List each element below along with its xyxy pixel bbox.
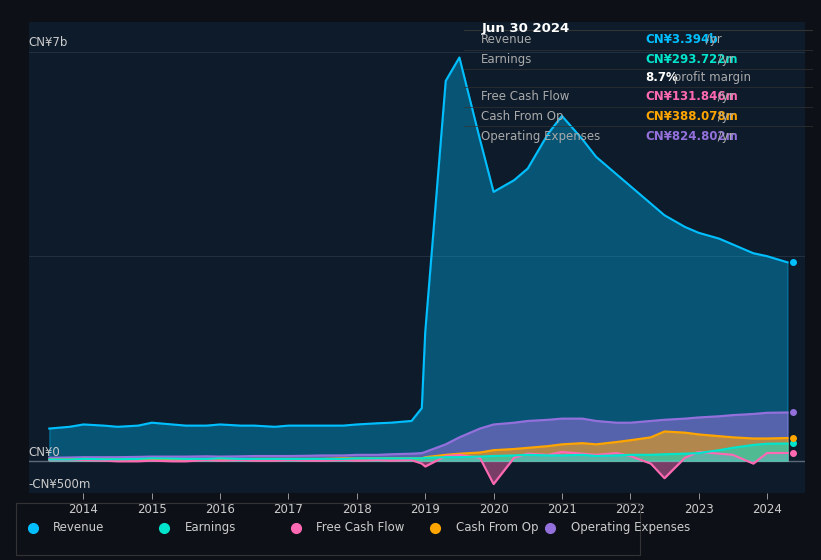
Text: Operating Expenses: Operating Expenses (571, 521, 690, 534)
Text: Cash From Op: Cash From Op (456, 521, 538, 534)
Text: /yr: /yr (714, 110, 734, 123)
Text: CN¥388.078m: CN¥388.078m (645, 110, 738, 123)
Text: Revenue: Revenue (53, 521, 105, 534)
Text: Revenue: Revenue (481, 33, 533, 46)
Text: 8.7%: 8.7% (645, 72, 678, 85)
Text: Free Cash Flow: Free Cash Flow (316, 521, 405, 534)
Text: /yr: /yr (714, 130, 734, 143)
Text: Earnings: Earnings (481, 53, 533, 66)
Text: Free Cash Flow: Free Cash Flow (481, 90, 570, 104)
Text: Jun 30 2024: Jun 30 2024 (481, 22, 570, 35)
Text: CN¥3.394b: CN¥3.394b (645, 33, 718, 46)
Text: /yr: /yr (714, 90, 734, 104)
Text: CN¥131.846m: CN¥131.846m (645, 90, 738, 104)
Text: CN¥824.802m: CN¥824.802m (645, 130, 738, 143)
Text: CN¥0: CN¥0 (29, 446, 61, 459)
Text: Operating Expenses: Operating Expenses (481, 130, 600, 143)
Text: /yr: /yr (714, 53, 734, 66)
Text: CN¥293.722m: CN¥293.722m (645, 53, 738, 66)
Text: Cash From Op: Cash From Op (481, 110, 564, 123)
Text: CN¥7b: CN¥7b (29, 36, 68, 49)
Text: -CN¥500m: -CN¥500m (29, 478, 91, 491)
Text: /yr: /yr (702, 33, 722, 46)
Text: Earnings: Earnings (185, 521, 236, 534)
Text: profit margin: profit margin (671, 72, 751, 85)
